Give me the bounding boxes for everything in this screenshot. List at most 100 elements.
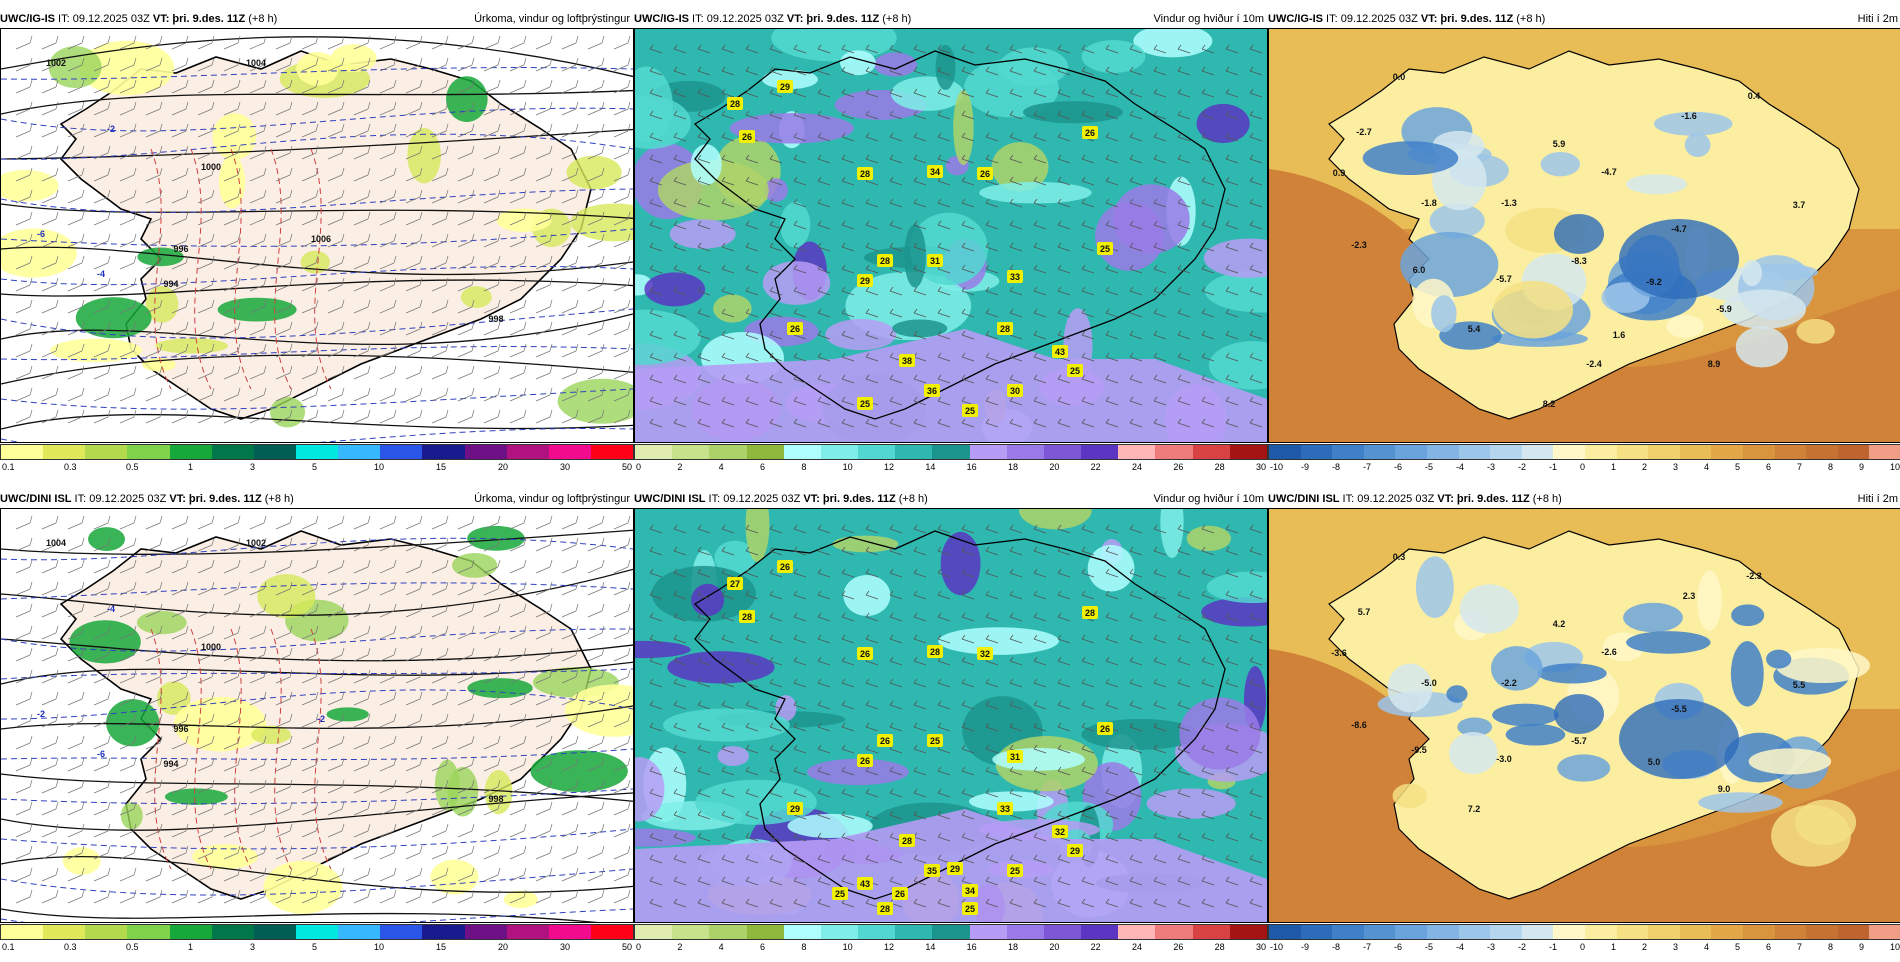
colorbar-swatch — [1648, 445, 1680, 459]
temp-area — [1684, 132, 1711, 158]
colorbar-tick-label: 10 — [374, 462, 385, 472]
colorbar-tick-label: 26 — [1173, 462, 1184, 472]
panel-title: Vindur og hviður í 10m — [1153, 13, 1264, 25]
contour-label: 998 — [488, 794, 503, 804]
svg-text:-4.7: -4.7 — [1601, 167, 1617, 177]
map-canvas: 1004 1002 1000 998 996 994 -2 -4 -6 -2 — [1, 509, 633, 922]
svg-text:26: 26 — [780, 562, 790, 572]
init-time: IT: 09.12.2025 03Z — [1339, 493, 1438, 505]
svg-text:-2.4: -2.4 — [1586, 359, 1602, 369]
svg-text:-9.5: -9.5 — [1411, 745, 1427, 755]
svg-text:-2.3: -2.3 — [1351, 240, 1367, 250]
wind-speed-area — [979, 181, 1092, 204]
colorbar-tick-label: 22 — [1090, 462, 1101, 472]
colorbar-swatch — [85, 445, 128, 459]
colorbar-swatch — [590, 925, 634, 939]
colorbar-swatch — [1711, 925, 1743, 939]
colorbar-tick-label: 4 — [718, 942, 724, 952]
precip-area — [434, 759, 460, 811]
colorbar-tick-label: 28 — [1214, 462, 1225, 472]
precip-area — [570, 203, 633, 242]
temp-area — [1721, 289, 1807, 329]
colorbar-swatch — [1332, 925, 1364, 939]
gust-label: 27 — [727, 577, 743, 590]
temp-area — [1666, 314, 1704, 338]
svg-text:-2: -2 — [37, 709, 45, 719]
temp-value-label: -3.6 — [1331, 648, 1347, 658]
precip-area — [263, 860, 343, 914]
colorbar-swatch — [783, 445, 821, 459]
temp-value-label: -1.3 — [1501, 198, 1517, 208]
map-area: 26 27 28 28 26 28 32 26 26 25 31 26 29 33 32 28 35 25 43 34… — [634, 508, 1268, 923]
colorbar-tick-label: 1 — [1611, 462, 1617, 472]
map-area: 1004 1002 1000 998 996 994 -2 -4 -6 -2 — [0, 508, 634, 923]
temp-value-label: -2.3 — [1746, 571, 1762, 581]
svg-text:-1.6: -1.6 — [1681, 111, 1697, 121]
gust-label: 29 — [1067, 844, 1083, 857]
wind-speed-area — [1081, 40, 1146, 74]
temp-area — [1540, 152, 1581, 177]
colorbar-tick-label: 20 — [1049, 942, 1060, 952]
valid-time-label: VT: — [786, 13, 804, 25]
svg-text:994: 994 — [163, 279, 178, 289]
colorbar-swatch — [1806, 445, 1838, 459]
svg-text:31: 31 — [1010, 752, 1020, 762]
precip-area — [1, 228, 77, 278]
temp-area — [1653, 111, 1733, 136]
colorbar-tick-label: 10 — [1890, 942, 1900, 952]
colorbar-tick-label: 6 — [1766, 942, 1772, 952]
colorbar-swatch — [1118, 925, 1156, 939]
colorbar-swatch — [1426, 925, 1459, 939]
lead-time: (+8 h) — [895, 493, 928, 505]
svg-text:26: 26 — [880, 736, 890, 746]
colorbar-swatch — [1155, 445, 1193, 459]
lead-time: (+8 h) — [1513, 13, 1546, 25]
precip-area — [503, 890, 538, 909]
svg-text:32: 32 — [980, 649, 990, 659]
wind-speed-area — [909, 212, 988, 286]
gust-label: 29 — [787, 802, 803, 815]
colorbar-swatch — [969, 925, 1007, 939]
gust-label: 26 — [977, 167, 993, 180]
colorbar — [634, 924, 1268, 940]
gust-label: 28 — [739, 610, 755, 623]
map-canvas: 0.3 -2.3 5.7 2.3 4.2 -3.6 -2.6 -5.0 -2.2 5.5 -5.5 -… — [1269, 509, 1900, 922]
wind-speed-area — [968, 791, 1054, 812]
wind-speed-area — [998, 47, 1069, 87]
temp-value-label: -8.6 — [1351, 720, 1367, 730]
colorbar-swatch — [1300, 925, 1333, 939]
svg-text:36: 36 — [927, 386, 937, 396]
gust-label: 26 — [1082, 126, 1098, 139]
svg-text:1004: 1004 — [246, 58, 266, 68]
colorbar-ticks: 0.1 0.3 0.5 1 3 5 10 15 20 30 50 — [0, 462, 634, 476]
colorbar-swatch — [85, 925, 128, 939]
temp-value-label: -5.0 — [1421, 678, 1437, 688]
colorbar-tick-label: -5 — [1425, 942, 1434, 952]
temp-value-label: -5.5 — [1671, 704, 1687, 714]
model-name: UWC/IG-IS — [634, 13, 689, 25]
gust-label: 28 — [727, 97, 743, 110]
svg-text:-9.2: -9.2 — [1646, 277, 1662, 287]
svg-text:26: 26 — [1100, 724, 1110, 734]
map-canvas: 1002 1004 1000 998 996 994 1006 -2 -4 -6 — [1, 29, 633, 442]
svg-text:26: 26 — [742, 132, 752, 142]
colorbar-swatch — [295, 445, 339, 459]
svg-text:29: 29 — [860, 276, 870, 286]
init-time: IT: 09.12.2025 03Z — [689, 13, 787, 25]
temp-area — [1735, 326, 1789, 368]
svg-text:-2.6: -2.6 — [1601, 647, 1617, 657]
temp-area — [1491, 646, 1543, 691]
svg-text:29: 29 — [950, 864, 960, 874]
colorbar-swatch — [1363, 445, 1396, 459]
temp-value-label: 8.9 — [1708, 359, 1721, 369]
gust-label: 26 — [739, 130, 755, 143]
svg-text:29: 29 — [790, 804, 800, 814]
colorbar-swatch — [1648, 925, 1680, 939]
wind-speed-area — [1206, 571, 1267, 604]
colorbar-swatch — [1155, 925, 1193, 939]
colorbar-swatch — [422, 925, 465, 939]
svg-text:28: 28 — [742, 612, 752, 622]
colorbar-tick-label: 1 — [188, 462, 194, 472]
colorbar-swatch — [1363, 925, 1396, 939]
colorbar-swatch — [1043, 445, 1082, 459]
